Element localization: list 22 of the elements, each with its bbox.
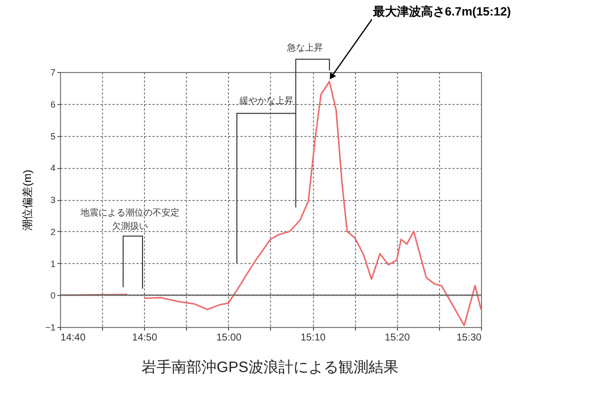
- annotation: 緩やかな上昇: [238, 96, 294, 106]
- text: 岩手南部沖GPS波浪計による観測結果: [140, 358, 400, 377]
- y-tick-label: −1: [45, 322, 56, 332]
- annotation: 地震による潮位の不安定: [79, 207, 180, 218]
- y-tick-label: 6: [50, 99, 56, 110]
- x-tick-label: 15:20: [384, 332, 410, 344]
- y-tick-label: 0: [50, 290, 56, 301]
- y-tick-label: 1: [50, 258, 56, 269]
- x-tick-label: 15:30: [456, 332, 482, 344]
- y-tick-label: 3: [50, 195, 56, 205]
- y-tick-label: 2: [50, 226, 56, 237]
- y-axis-title: 潮位偏差(m): [21, 170, 34, 230]
- y-tick-label: 4: [50, 163, 56, 174]
- y-tick-label: 5: [50, 131, 56, 142]
- text: 急な上昇: [286, 42, 324, 52]
- y-tick-label: 7: [50, 68, 56, 78]
- x-tick-label: 14:50: [132, 332, 158, 344]
- x-tick-label: 14:40: [60, 332, 86, 344]
- x-tick-label: 15:10: [300, 332, 326, 344]
- annotation: 最大津波高さ6.7m(15:12): [372, 4, 511, 18]
- x-tick-label: 15:00: [216, 332, 242, 344]
- annotation: 欠測扱い: [112, 220, 148, 231]
